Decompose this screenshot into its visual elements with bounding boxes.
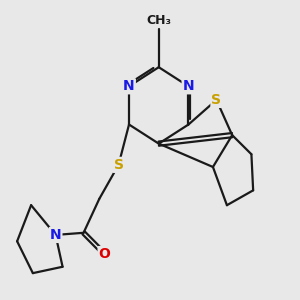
Text: O: O bbox=[99, 247, 110, 261]
Text: CH₃: CH₃ bbox=[146, 14, 171, 27]
Text: N: N bbox=[123, 79, 135, 93]
Text: S: S bbox=[113, 158, 124, 172]
Text: N: N bbox=[183, 79, 194, 93]
Text: S: S bbox=[212, 93, 221, 107]
Text: N: N bbox=[50, 228, 62, 242]
